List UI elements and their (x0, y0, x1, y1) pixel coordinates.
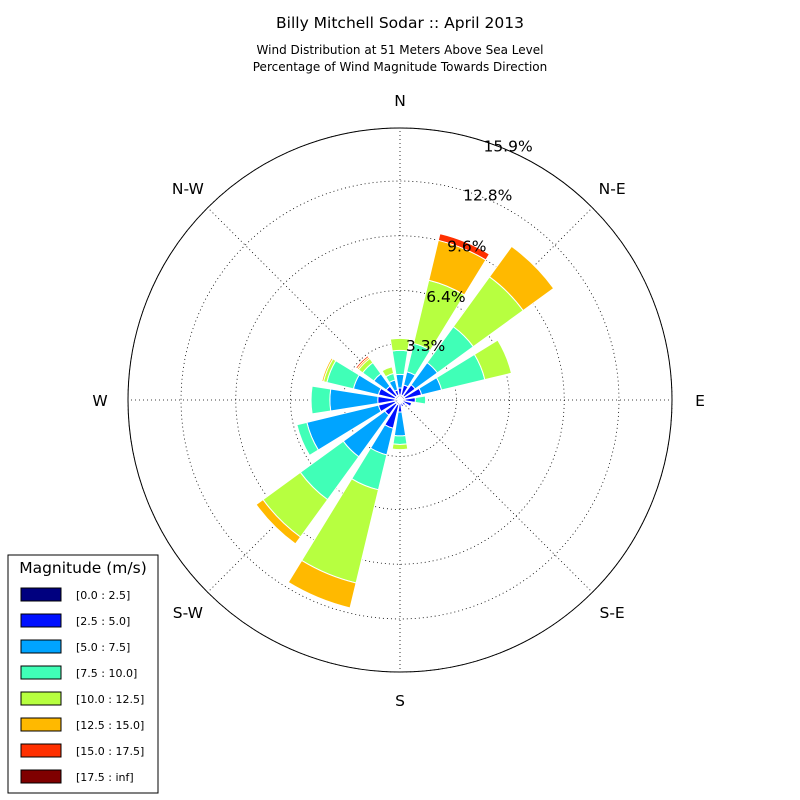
bar-dir14-bin6 (355, 355, 370, 370)
grid-ring-3 (180, 180, 620, 620)
grid-spoke-3 (399, 399, 593, 593)
legend-label-4: [10.0 : 12.5] (76, 693, 144, 706)
bar-dir6-bin1 (401, 401, 407, 407)
legend-label-1: [2.5 : 5.0] (76, 615, 130, 628)
compass-label-s-w: S-W (173, 604, 203, 622)
compass-label-s: S (395, 692, 405, 710)
legend-label-6: [15.0 : 17.5] (76, 745, 144, 758)
bar-dir5-bin1 (402, 400, 413, 407)
bar-dir3-bin4 (473, 339, 513, 381)
grid-spoke-7 (207, 207, 401, 401)
compass-label-e: E (695, 392, 705, 410)
bar-dir2-bin5 (488, 245, 555, 312)
legend-swatch-7 (20, 769, 62, 784)
radial-tick-label-0: 3.3% (406, 337, 445, 355)
legend-label-5: [12.5 : 15.0] (76, 719, 144, 732)
outer-ring (127, 127, 673, 673)
bar-dir9-bin5 (287, 559, 357, 609)
bar-dir7-bin1 (400, 402, 405, 408)
chart-subtitle-line1: Wind Distribution at 51 Meters Above Sea… (257, 43, 544, 57)
legend-label-2: [5.0 : 7.5] (76, 641, 130, 654)
bar-dir10-bin5 (255, 498, 302, 545)
bar-dir8-bin3 (392, 434, 408, 445)
bar-dir15-bin4 (381, 366, 395, 378)
legend-label-7: [17.5 : inf] (76, 771, 134, 784)
legend-swatch-2 (20, 639, 62, 654)
polar-frame (127, 127, 673, 673)
polar-labels: 3.3% 6.4% 9.6% 12.8% 15.9% N N-E E S-E S S-W W N-W (92, 92, 705, 710)
bar-dir11-bin3 (296, 421, 320, 457)
legend-swatch-5 (20, 717, 62, 732)
radial-tick-label-2: 9.6% (447, 237, 486, 255)
bar-dir1-bin6 (437, 233, 491, 261)
bar-dir0-bin4 (389, 337, 411, 352)
wind-bars (255, 233, 555, 609)
chart-subtitle-line2: Percentage of Wind Magnitude Towards Dir… (253, 60, 547, 74)
compass-label-n-w: N-W (172, 180, 204, 198)
legend-swatch-4 (20, 691, 62, 706)
legend-swatch-1 (20, 613, 62, 628)
legend-label-3: [7.5 : 10.0] (76, 667, 137, 680)
legend-title: Magnitude (m/s) (19, 559, 147, 577)
compass-label-s-e: S-E (600, 604, 625, 622)
bar-dir13-bin5 (321, 357, 334, 383)
radial-tick-label-1: 6.4% (426, 288, 465, 306)
compass-label-n-e: N-E (599, 180, 626, 198)
radial-tick-label-3: 12.8% (463, 187, 512, 205)
bar-dir4-bin3 (414, 395, 427, 405)
grid-ring-1 (290, 290, 510, 510)
bar-dir8-bin4 (391, 443, 409, 451)
compass-label-w: W (92, 392, 107, 410)
bar-dir0-bin2 (395, 373, 405, 389)
legend-swatch-0 (20, 587, 62, 602)
legend-swatch-3 (20, 665, 62, 680)
legend-label-0: [0.0 : 2.5] (76, 589, 130, 602)
legend-swatch-6 (20, 743, 62, 758)
compass-label-n: N (394, 92, 406, 110)
radial-tick-label-4: 15.9% (483, 138, 532, 156)
legend: Magnitude (m/s) [0.0 : 2.5] [2.5 : 5.0] [5.… (7, 554, 159, 794)
chart-title: Billy Mitchell Sodar :: April 2013 (276, 14, 524, 32)
bar-dir12-bin3 (310, 385, 332, 415)
